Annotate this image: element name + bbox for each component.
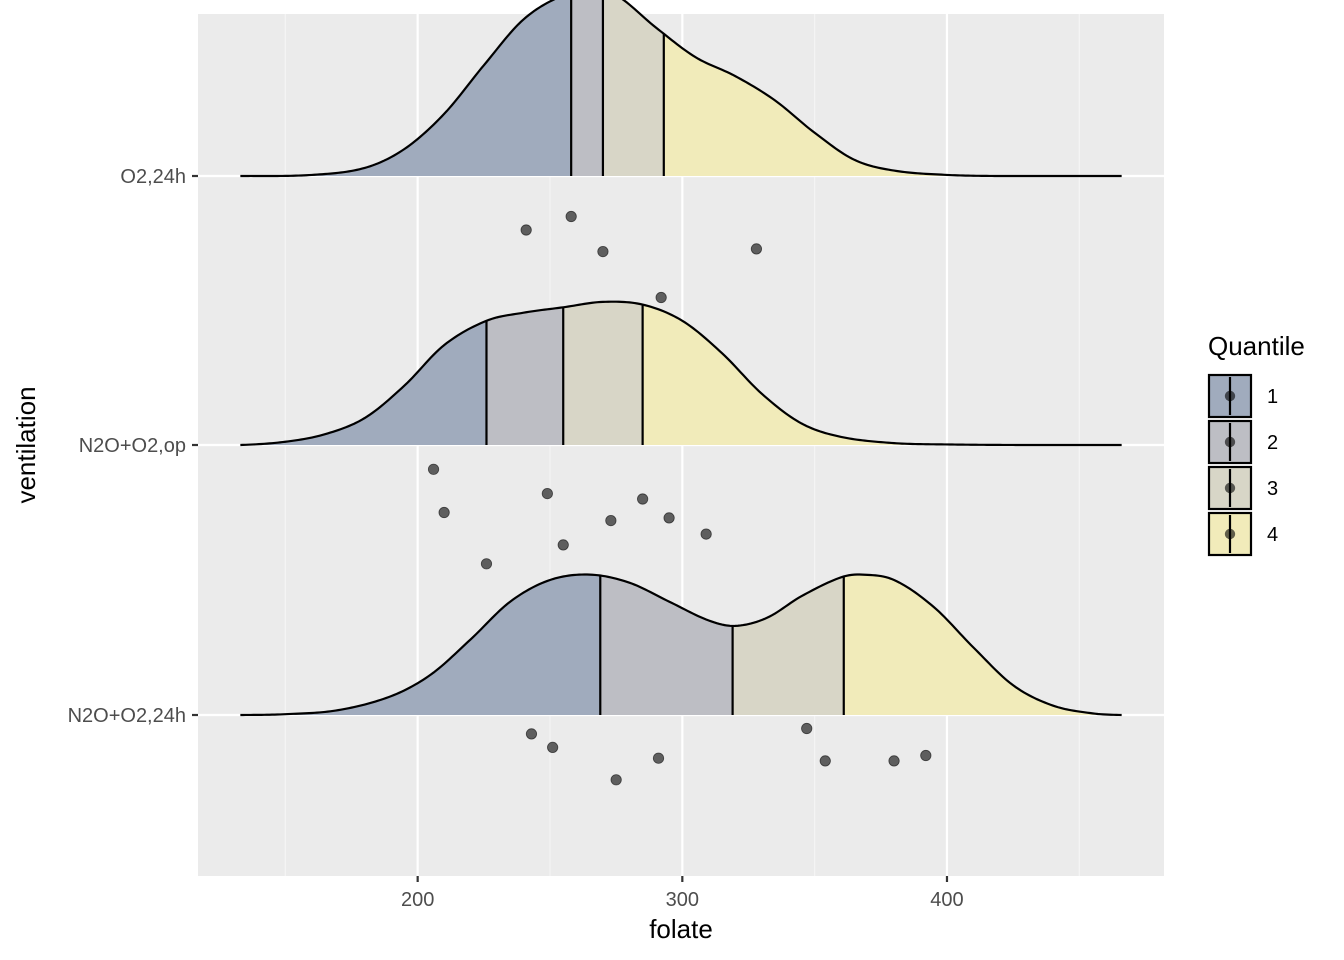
quantile-2-fill [600,575,733,715]
y-tick-label: O2,24h [120,166,186,188]
data-point [655,291,667,304]
y-tick-label: N2O+O2,24h [68,705,186,727]
data-point [888,755,900,767]
data-point [652,752,665,764]
legend-key-point [1224,528,1236,540]
data-point [480,558,493,570]
legend-label: 1 [1267,386,1278,408]
data-point [700,528,712,540]
data-point [520,224,532,236]
density-outline [240,573,1122,717]
quantile-1-fill [240,574,601,715]
data-point [547,741,559,754]
quantile-4-fill [663,33,1122,176]
quantile-2-fill [571,0,603,176]
quantile-3-fill [732,576,844,715]
legend-label: 3 [1267,478,1278,500]
data-point [565,210,577,223]
quantile-1-fill [240,320,487,445]
quantile-3-fill [602,0,664,176]
x-axis: 200 300 400 [401,876,964,911]
legend-key-point [1224,482,1236,494]
quantile-4-fill [843,574,1122,715]
legend: Quantile 1 2 3 4 [1207,331,1305,557]
data-point [801,722,813,735]
legend-key-point [1224,390,1236,402]
y-tick-label: N2O+O2,op [79,435,186,457]
legend-key-point [1224,436,1236,448]
legend-label: 2 [1267,432,1278,454]
density-outline [240,0,1122,178]
y-axis: N2O+O2,24h N2O+O2,op O2,24h [68,166,198,727]
density-outline [240,300,1122,447]
data-point [920,749,932,762]
data-point [610,774,622,786]
x-tick-label: 200 [401,889,434,911]
data-point [597,246,609,258]
data-point [663,512,675,524]
data-point [605,514,617,527]
data-point [557,539,569,551]
data-point [427,463,440,475]
data-point [525,728,538,740]
density-ridges [240,0,1122,717]
quantile-2-fill [486,307,564,445]
y-axis-title: ventilation [11,386,41,503]
x-axis-title: folate [649,914,713,944]
data-points [427,210,932,786]
quantile-3-fill [563,301,643,445]
data-point [438,506,450,519]
data-point [637,493,649,505]
x-tick-label: 300 [666,889,699,911]
quantile-1-fill [240,0,572,176]
data-point [541,487,553,500]
data-point [819,755,831,767]
quantile-4-fill [642,304,1122,445]
legend-label: 4 [1267,524,1278,546]
x-tick-label: 400 [930,889,963,911]
legend-title: Quantile [1208,331,1305,361]
data-point [750,243,763,255]
